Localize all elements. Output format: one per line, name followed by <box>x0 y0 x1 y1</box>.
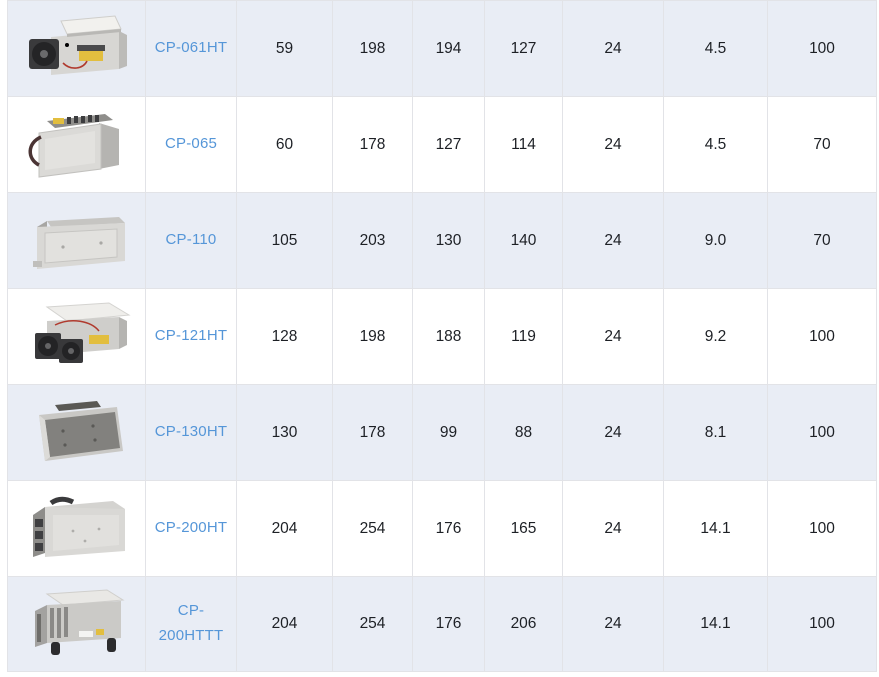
table-row: CP-200HT 204 254 176 165 24 14.1 100 <box>7 481 877 577</box>
product-image-cell <box>7 385 146 480</box>
product-image-cell <box>7 577 146 671</box>
cp-065-photo <box>28 113 119 178</box>
product-model-cell: CP-200HTTT <box>146 577 237 671</box>
spec-value-cell: 178 <box>333 385 413 480</box>
spec-value-cell: 70 <box>768 97 877 192</box>
table-row: CP-065 60 178 127 114 24 4.5 70 <box>7 97 877 193</box>
spec-value-cell: 24 <box>563 97 664 192</box>
product-photo[interactable] <box>21 395 133 471</box>
spec-value-cell: 100 <box>768 385 877 480</box>
spec-value-cell: 100 <box>768 1 877 96</box>
product-model-link[interactable]: CP-200HT <box>154 519 228 537</box>
spec-value-cell: 130 <box>237 385 333 480</box>
product-photo[interactable] <box>21 203 133 279</box>
product-photo[interactable] <box>21 107 133 183</box>
product-model-cell: CP-200HT <box>146 481 237 576</box>
table-row: CP-061HT 59 198 194 127 24 4.5 100 <box>7 1 877 97</box>
product-model-link[interactable]: CP-200HTTT <box>158 602 224 644</box>
cp-061ht-photo <box>28 14 127 75</box>
spec-value-cell: 176 <box>413 481 485 576</box>
product-model-link[interactable]: CP-061HT <box>154 39 228 57</box>
spec-value-cell: 105 <box>237 193 333 288</box>
product-image-cell <box>7 481 146 576</box>
product-model-cell: CP-061HT <box>146 1 237 96</box>
table-row: CP-110 105 203 130 140 24 9.0 70 <box>7 193 877 289</box>
cp-200httt-photo <box>34 589 125 655</box>
spec-value-cell: 165 <box>485 481 563 576</box>
spec-value-cell: 24 <box>563 289 664 384</box>
product-image-cell <box>7 193 146 288</box>
spec-value-cell: 88 <box>485 385 563 480</box>
product-image-cell <box>7 97 146 192</box>
spec-value-cell: 24 <box>563 481 664 576</box>
spec-value-cell: 60 <box>237 97 333 192</box>
spec-value-cell: 128 <box>237 289 333 384</box>
product-model-cell: CP-110 <box>146 193 237 288</box>
spec-value-cell: 204 <box>237 481 333 576</box>
spec-value-cell: 127 <box>413 97 485 192</box>
spec-value-cell: 254 <box>333 577 413 671</box>
spec-value-cell: 9.2 <box>664 289 768 384</box>
product-model-link[interactable]: CP-121HT <box>154 327 228 345</box>
spec-value-cell: 99 <box>413 385 485 480</box>
spec-value-cell: 100 <box>768 481 877 576</box>
table-row: CP-200HTTT 204 254 176 206 24 14.1 100 <box>7 577 877 672</box>
cp-130ht-photo <box>38 400 123 461</box>
product-model-link[interactable]: CP-110 <box>165 231 217 249</box>
table-row: CP-130HT 130 178 99 88 24 8.1 100 <box>7 385 877 481</box>
spec-value-cell: 119 <box>485 289 563 384</box>
product-image-cell <box>7 1 146 96</box>
product-image-cell <box>7 289 146 384</box>
spec-value-cell: 178 <box>333 97 413 192</box>
cp-121ht-photo <box>34 301 131 363</box>
product-photo[interactable] <box>21 491 133 567</box>
spec-value-cell: 127 <box>485 1 563 96</box>
spec-value-cell: 59 <box>237 1 333 96</box>
table-row: CP-121HT 128 198 188 119 24 9.2 100 <box>7 289 877 385</box>
product-model-cell: CP-130HT <box>146 385 237 480</box>
spec-value-cell: 198 <box>333 1 413 96</box>
cp-110-photo <box>32 216 125 269</box>
spec-value-cell: 24 <box>563 577 664 671</box>
spec-value-cell: 24 <box>563 1 664 96</box>
cp-200ht-photo <box>32 496 125 557</box>
product-photo[interactable] <box>21 11 133 87</box>
spec-value-cell: 204 <box>237 577 333 671</box>
spec-value-cell: 24 <box>563 385 664 480</box>
spec-value-cell: 194 <box>413 1 485 96</box>
spec-value-cell: 100 <box>768 577 877 671</box>
product-model-cell: CP-065 <box>146 97 237 192</box>
spec-value-cell: 130 <box>413 193 485 288</box>
spec-value-cell: 140 <box>485 193 563 288</box>
product-photo[interactable] <box>21 586 133 662</box>
spec-value-cell: 203 <box>333 193 413 288</box>
spec-value-cell: 114 <box>485 97 563 192</box>
spec-value-cell: 9.0 <box>664 193 768 288</box>
spec-value-cell: 206 <box>485 577 563 671</box>
spec-value-cell: 176 <box>413 577 485 671</box>
spec-value-cell: 254 <box>333 481 413 576</box>
spec-value-cell: 198 <box>333 289 413 384</box>
product-photo[interactable] <box>21 299 133 375</box>
product-model-cell: CP-121HT <box>146 289 237 384</box>
spec-value-cell: 70 <box>768 193 877 288</box>
spec-value-cell: 4.5 <box>664 97 768 192</box>
spec-value-cell: 8.1 <box>664 385 768 480</box>
spec-value-cell: 14.1 <box>664 577 768 671</box>
product-spec-table: CP-061HT 59 198 194 127 24 4.5 100 CP-06… <box>7 0 877 672</box>
spec-value-cell: 100 <box>768 289 877 384</box>
spec-value-cell: 24 <box>563 193 664 288</box>
spec-value-cell: 188 <box>413 289 485 384</box>
product-model-link[interactable]: CP-065 <box>164 135 218 153</box>
spec-value-cell: 14.1 <box>664 481 768 576</box>
spec-value-cell: 4.5 <box>664 1 768 96</box>
product-model-link[interactable]: CP-130HT <box>154 423 228 441</box>
